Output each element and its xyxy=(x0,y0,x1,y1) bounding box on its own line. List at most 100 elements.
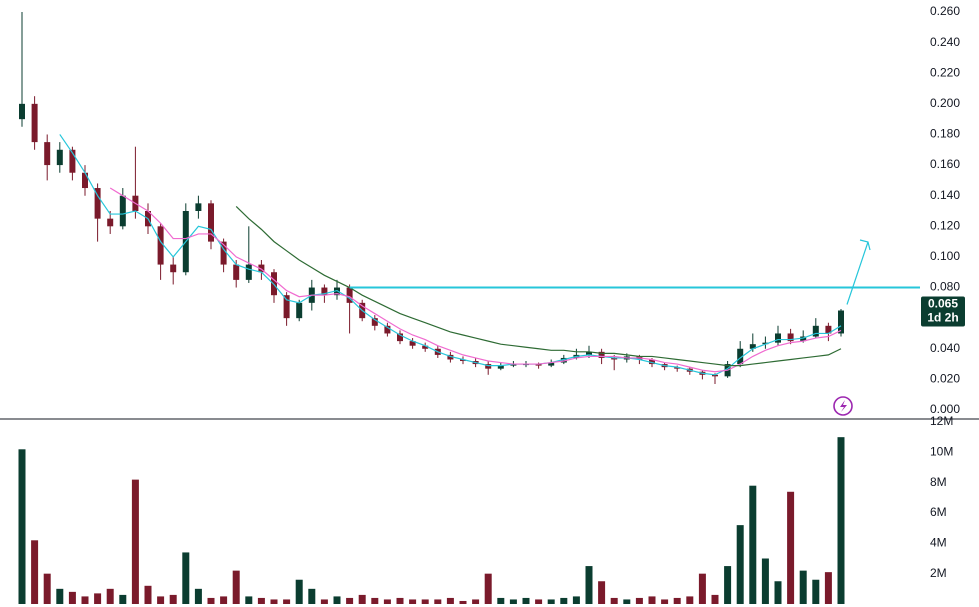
y2-tick-label: 12M xyxy=(930,414,953,428)
volume-bar xyxy=(320,599,328,604)
candle-body xyxy=(749,344,756,349)
lightning-icon[interactable] xyxy=(833,396,853,416)
volume-bar xyxy=(736,525,744,604)
volume-bar xyxy=(497,597,505,604)
y-tick-label: 0.040 xyxy=(930,341,960,355)
volume-bar xyxy=(31,540,39,604)
volume-bar xyxy=(207,597,215,604)
volume-bar xyxy=(661,599,669,604)
volume-bar xyxy=(245,596,253,604)
candle-body xyxy=(787,333,794,342)
volume-bar xyxy=(648,596,656,604)
candle-body xyxy=(598,351,605,358)
candle-body xyxy=(586,351,592,355)
volume-bar xyxy=(68,591,76,604)
candle-body xyxy=(195,203,202,211)
candle-body xyxy=(245,264,252,280)
candle-body xyxy=(548,362,555,366)
volume-bar xyxy=(572,596,580,604)
candle-body xyxy=(838,310,844,334)
candle-body xyxy=(712,374,718,377)
volume-bar xyxy=(509,599,517,604)
volume-bar xyxy=(220,596,228,604)
volume-bar xyxy=(308,588,316,604)
y2-tick-label: 6M xyxy=(930,505,947,519)
volume-bar xyxy=(610,597,618,604)
volume-bar xyxy=(434,599,442,604)
candle-body xyxy=(460,359,466,362)
volume-bar xyxy=(358,594,366,604)
volume-bar xyxy=(472,599,480,604)
volume-bar xyxy=(837,437,845,604)
volume-bar xyxy=(799,570,807,604)
volume-bar xyxy=(749,485,757,604)
volume-bar xyxy=(257,597,265,604)
candle-body xyxy=(19,103,25,120)
candle-body xyxy=(800,336,807,342)
volume-bar xyxy=(169,594,177,604)
candle-body xyxy=(56,149,63,166)
volume-bar xyxy=(522,597,530,604)
candle-body xyxy=(447,354,454,360)
volume-bar xyxy=(623,599,631,604)
volume-bar xyxy=(547,599,555,604)
candle-body xyxy=(737,348,744,365)
volume-bar xyxy=(295,579,303,604)
moving-average xyxy=(109,187,842,373)
volume-bar xyxy=(232,570,240,604)
volume-bar xyxy=(94,593,102,604)
candle-body xyxy=(384,325,391,334)
candle-body xyxy=(762,342,769,345)
candle-body xyxy=(775,333,781,343)
volume-bar xyxy=(270,599,278,604)
countdown-label: 1d 2h xyxy=(927,311,958,325)
volume-bar xyxy=(774,581,782,604)
volume-bar xyxy=(598,581,606,604)
candle-body xyxy=(409,341,416,346)
y-tick-label: 0.160 xyxy=(930,157,960,171)
y-tick-label: 0.140 xyxy=(930,188,960,202)
candle-body xyxy=(560,357,567,363)
volume-bar xyxy=(421,599,429,604)
candle-body xyxy=(346,287,353,303)
volume-bar xyxy=(131,479,139,604)
volume-bar xyxy=(383,599,391,604)
volume-bar xyxy=(396,597,404,604)
y-tick-label: 0.220 xyxy=(930,65,960,79)
volume-bar xyxy=(711,594,719,604)
volume-bar xyxy=(157,596,165,604)
candle-body xyxy=(208,203,214,242)
y-tick-label: 0.240 xyxy=(930,35,960,49)
candle-body xyxy=(485,364,492,369)
volume-bar xyxy=(686,596,694,604)
candle-body xyxy=(69,149,76,173)
volume-bar xyxy=(824,572,832,604)
projection-arrow xyxy=(846,239,871,305)
volume-bar xyxy=(409,599,417,604)
candle-body xyxy=(94,188,101,219)
candle-body xyxy=(611,357,618,360)
y-tick-label: 0.180 xyxy=(930,127,960,141)
candle-body xyxy=(107,218,114,227)
candle-body xyxy=(44,142,51,166)
volume-bar xyxy=(673,597,681,604)
volume-bar xyxy=(18,449,26,604)
volume-bar xyxy=(144,585,152,604)
last-price-box xyxy=(921,296,965,327)
volume-bar xyxy=(787,491,795,604)
volume-bar xyxy=(446,597,454,604)
candle-body xyxy=(397,333,403,342)
volume-bar xyxy=(535,599,543,604)
candle-body xyxy=(157,226,164,265)
candle-body xyxy=(825,325,832,334)
volume-bar xyxy=(459,600,467,604)
candle-body xyxy=(371,318,378,326)
candle-body xyxy=(334,287,340,296)
candle-body xyxy=(535,364,542,366)
volume-bar xyxy=(119,594,127,604)
y-tick-label: 0.100 xyxy=(930,249,960,263)
volume-bar xyxy=(560,597,568,604)
candle-body xyxy=(170,264,177,273)
volume-bar xyxy=(585,566,593,604)
